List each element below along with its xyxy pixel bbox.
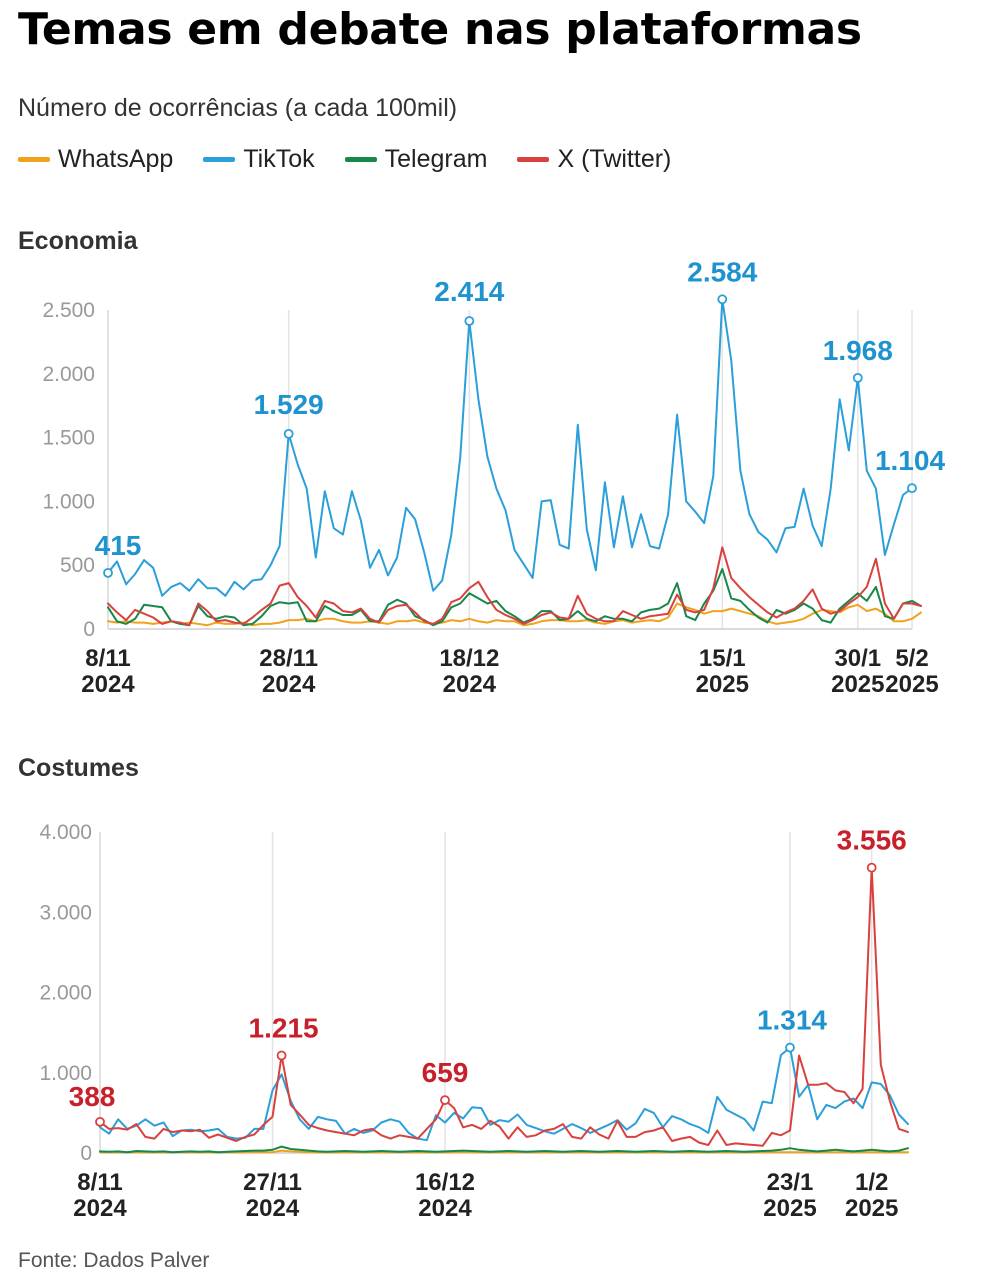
legend-swatch-telegram [344,157,377,162]
costumes-annotation-marker-1 [276,1050,287,1061]
legend-label-x-twitter: X (Twitter) [557,145,672,173]
economia-x-tick-label-3: 15/1 [699,645,746,672]
costumes-annotation-marker-3 [785,1042,795,1053]
costumes-annotation-label-3: 1.314 [757,1005,827,1036]
costumes-x-tick-year-1: 2024 [246,1195,300,1222]
economia-annotation-marker-1 [283,428,294,439]
economia-annotation-label-4: 1.968 [823,335,893,366]
costumes-annotation-marker-4 [866,862,877,873]
costumes-x-tick-label-2: 16/12 [415,1169,475,1196]
legend-item-tiktok: TikTok [203,145,315,174]
costumes-y-tick-label-4: 4.000 [39,821,92,844]
costumes-annotation-label-2: 659 [422,1057,469,1088]
economia-annotation-label-0: 415 [95,530,142,561]
legend-item-whatsapp: WhatsApp [18,145,173,174]
source-note: Fonte: Dados Palver [18,1249,210,1272]
economia-x-tick-label-0: 8/11 [85,645,130,672]
costumes-series-telegram [99,1145,909,1154]
costumes-annotation-label-1: 1.215 [249,1012,319,1043]
economia-series-x-twitter [107,546,922,627]
costumes-annotation-marker-0 [95,1116,105,1127]
economia-series-telegram [107,568,922,627]
economia-x-tick-year-0: 2024 [81,671,135,698]
subtitle: Número de ocorrências (a cada 100mil) [18,94,458,122]
page-title: Temas em debate nas plataformas [18,4,862,55]
economia-annotation-label-1: 1.529 [254,389,324,420]
economia-x-tick-year-5: 2025 [885,671,938,698]
economia-x-tick-label-2: 18/12 [439,645,499,672]
economia-y-tick-label-1: 500 [60,554,95,577]
costumes-series-x-twitter [99,866,909,1147]
costumes-y-tick-label-2: 2.000 [39,982,92,1005]
economia-annotation-label-2: 2.414 [434,276,504,307]
economia-annotation-marker-5 [907,483,917,494]
costumes-y-tick-label-3: 3.000 [39,901,92,924]
costumes-x-tick-label-4: 1/2 [855,1169,888,1196]
costumes-annotation-label-0: 388 [69,1081,116,1112]
costumes-x-tick-year-2: 2024 [418,1195,472,1222]
economia-x-tick-year-1: 2024 [262,671,316,698]
costumes-x-tick-year-3: 2025 [763,1195,816,1222]
economia-series-tiktok [107,298,913,597]
economia-annotation-marker-3 [717,294,728,305]
economia-y-tick-label-2: 1.000 [42,490,95,513]
economia-y-tick-label-4: 2.000 [42,363,95,386]
economia-annotation-label-5: 1.104 [875,445,945,476]
costumes-y-tick-label-1: 1.000 [39,1062,92,1085]
costumes-annotation-label-4: 3.556 [837,825,907,856]
costumes-x-tick-year-4: 2025 [845,1195,898,1222]
costumes-x-tick-label-3: 23/1 [767,1169,814,1196]
costumes-y-tick-label-0: 0 [80,1142,92,1165]
legend-label-telegram: Telegram [384,145,488,173]
economia-annotation-marker-0 [103,567,113,578]
economia-x-tick-year-2: 2024 [443,671,497,698]
economia-series-whatsapp [107,602,922,627]
legend-swatch-whatsapp [18,157,50,162]
legend-swatch-tiktok [203,157,236,162]
economia-x-tick-label-5: 5/2 [895,645,928,672]
chart-costumes: 01.0002.0003.0004.0008/11202427/11202416… [39,821,909,1222]
legend-label-tiktok: TikTok [243,145,315,173]
economia-annotation-marker-4 [852,372,863,383]
economia-annotation-label-3: 2.584 [687,256,757,287]
costumes-series-tiktok [99,1046,909,1142]
legend: WhatsApp TikTok Telegram X (Twitter) [18,145,701,174]
legend-item-x-twitter: X (Twitter) [517,145,671,174]
economia-y-tick-label-3: 1.500 [42,427,95,450]
economia-annotation-marker-2 [464,316,475,326]
legend-swatch-x-twitter [517,157,550,162]
legend-label-whatsapp: WhatsApp [58,145,174,173]
economia-x-tick-year-4: 2025 [831,671,884,698]
economia-y-tick-label-0: 0 [83,618,95,641]
costumes-x-tick-label-0: 8/11 [77,1169,122,1196]
chart-title-economia: Economia [18,227,138,255]
economia-x-tick-year-3: 2025 [696,671,749,698]
costumes-x-tick-year-0: 2024 [73,1195,127,1222]
legend-item-telegram: Telegram [344,145,488,174]
chart-economia: 05001.0001.5002.0002.5008/11202428/11202… [42,256,945,698]
costumes-x-tick-label-1: 27/11 [243,1169,302,1196]
economia-x-tick-label-1: 28/11 [259,645,318,672]
costumes-annotation-marker-2 [440,1095,450,1106]
economia-y-tick-label-5: 2.500 [42,299,95,322]
economia-x-tick-label-4: 30/1 [834,645,881,672]
chart-title-costumes: Costumes [18,754,139,782]
